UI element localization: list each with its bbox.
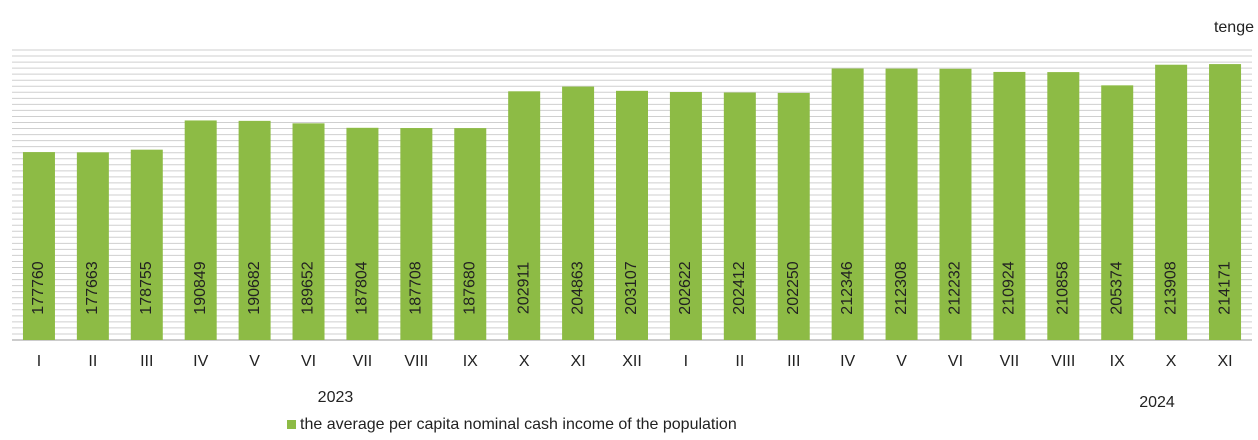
bar <box>238 120 271 340</box>
value-label: 177663 <box>84 261 101 314</box>
bar <box>400 128 433 340</box>
bar <box>22 152 55 340</box>
value-label: 205374 <box>1108 261 1125 314</box>
bar <box>1155 64 1188 340</box>
value-label: 212308 <box>893 261 910 314</box>
value-label: 202412 <box>731 261 748 314</box>
value-label: 187680 <box>461 261 478 314</box>
legend-label: the average per capita nominal cash inco… <box>300 416 737 433</box>
x-tick-label: III <box>787 353 800 370</box>
bar <box>76 152 109 340</box>
bar <box>616 90 648 340</box>
unit-label: tenge <box>1214 19 1254 36</box>
bar <box>831 68 864 341</box>
x-tick-label: X <box>1166 353 1177 370</box>
x-tick-label: II <box>735 353 744 370</box>
legend-swatch <box>287 420 296 429</box>
x-tick-label: XI <box>571 353 586 370</box>
bar <box>1209 64 1242 341</box>
bar <box>184 120 217 341</box>
x-tick-label: IX <box>1110 353 1125 370</box>
bar <box>1047 72 1080 340</box>
x-tick-label: VIII <box>404 353 428 370</box>
bar <box>1101 85 1134 341</box>
x-tick-label: VII <box>1000 353 1020 370</box>
bar <box>454 128 487 340</box>
group-label: 2023 <box>318 389 354 406</box>
value-label: 202911 <box>515 262 532 314</box>
x-tick-label: IV <box>840 353 855 370</box>
value-label: 202250 <box>785 261 802 314</box>
x-tick-label: V <box>896 353 907 370</box>
x-tick-label: VI <box>301 353 316 370</box>
value-label: 213908 <box>1162 261 1179 314</box>
bar <box>939 68 972 340</box>
x-tick-label: IV <box>193 353 208 370</box>
value-label: 190682 <box>246 261 263 314</box>
bar <box>562 86 595 340</box>
x-tick-label: I <box>684 353 688 370</box>
x-tick-label: VI <box>948 353 963 370</box>
value-label: 187708 <box>408 261 425 314</box>
x-tick-label: VIII <box>1051 353 1075 370</box>
value-label: 210858 <box>1055 261 1072 314</box>
value-label: 177760 <box>30 261 47 314</box>
value-label: 212232 <box>947 261 964 314</box>
x-tick-label: VII <box>353 353 373 370</box>
value-label: 202622 <box>677 261 694 314</box>
bar <box>346 127 379 340</box>
value-label: 187804 <box>354 261 371 314</box>
value-label: 190849 <box>192 261 209 314</box>
x-tick-label: XI <box>1217 353 1232 370</box>
x-tick-label: III <box>140 353 153 370</box>
value-label: 210924 <box>1001 261 1018 314</box>
x-tick-label: IX <box>463 353 478 370</box>
value-label: 214171 <box>1216 261 1233 314</box>
bar <box>993 71 1026 341</box>
x-tick-label: XII <box>622 353 642 370</box>
bar <box>292 123 325 340</box>
value-label: 203107 <box>623 261 640 314</box>
x-tick-label: II <box>88 353 97 370</box>
bar <box>885 68 918 341</box>
bar <box>723 92 756 340</box>
bar <box>130 149 163 340</box>
x-tick-label: V <box>249 353 260 370</box>
bar <box>508 91 541 340</box>
x-tick-label: I <box>37 353 41 370</box>
value-label: 189652 <box>300 261 317 314</box>
bar <box>669 91 702 341</box>
value-label: 178755 <box>138 261 155 314</box>
group-label: 2024 <box>1139 394 1175 411</box>
value-label: 204863 <box>569 261 586 314</box>
value-label: 212346 <box>839 261 856 314</box>
bar <box>777 92 810 340</box>
x-tick-label: X <box>519 353 530 370</box>
